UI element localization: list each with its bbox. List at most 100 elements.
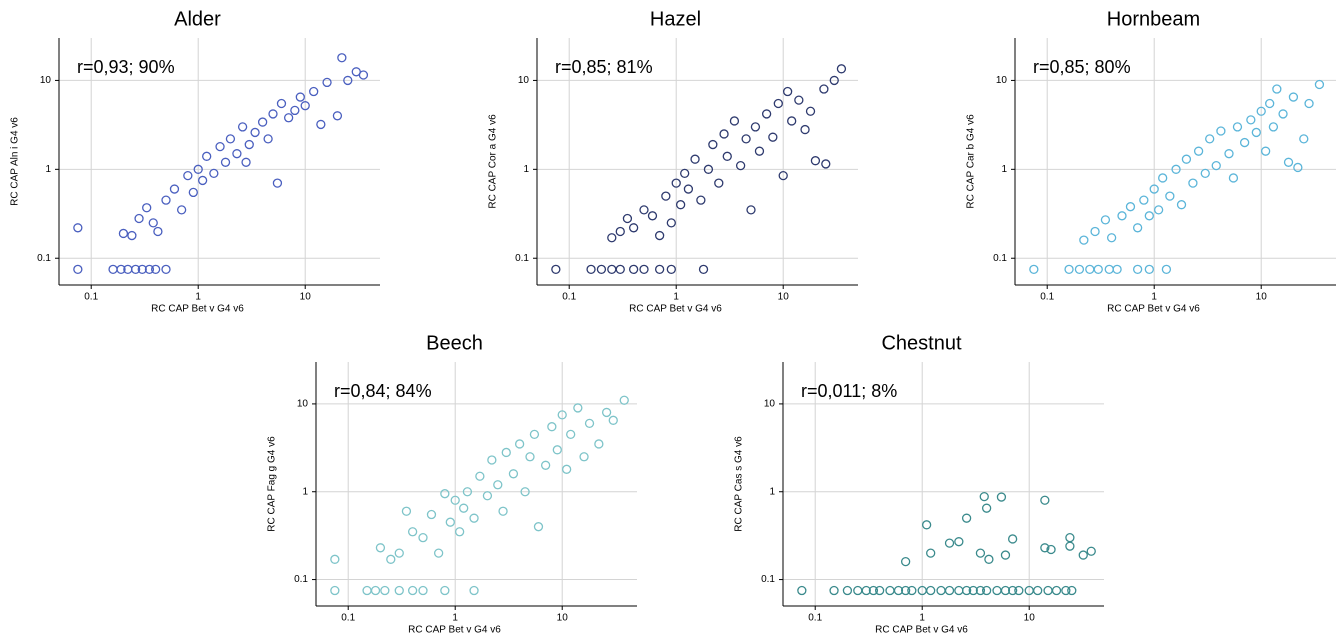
- x-axis-label: RC CAP Bet v G4 v6: [1107, 304, 1200, 315]
- point: [829, 75, 839, 86]
- point: [607, 264, 617, 274]
- x-tick-label: 10: [1024, 613, 1036, 624]
- point: [263, 134, 273, 144]
- y-tick-label: 0.1: [37, 253, 51, 264]
- point: [647, 211, 658, 221]
- point: [579, 452, 589, 462]
- x-axis-label: RC CAP Bet v G4 v6: [875, 625, 968, 636]
- point: [768, 132, 778, 142]
- y-axis-label: RC CAP Fag g G4 v6: [267, 436, 278, 532]
- point: [735, 160, 746, 171]
- point: [1176, 200, 1187, 210]
- point: [868, 585, 879, 596]
- chart-title: Chestnut: [881, 332, 961, 354]
- point: [981, 503, 992, 513]
- point: [1268, 122, 1279, 132]
- x-tick-label: 1: [673, 292, 679, 303]
- annotation: r=0,84; 84%: [334, 381, 432, 401]
- y-tick-label: 0.1: [993, 253, 1007, 264]
- point: [454, 527, 465, 537]
- point: [975, 585, 986, 596]
- point: [394, 548, 404, 558]
- point: [722, 151, 732, 161]
- point: [407, 585, 418, 596]
- point: [469, 585, 479, 596]
- point: [1293, 162, 1303, 173]
- point: [584, 418, 595, 429]
- point: [1043, 585, 1053, 596]
- x-tick-label: 0.1: [562, 292, 576, 303]
- annotation: r=0,011; 8%: [801, 381, 897, 401]
- point: [1000, 585, 1011, 596]
- annotation: r=0,85; 81%: [555, 57, 653, 77]
- point: [1106, 233, 1117, 243]
- point: [418, 585, 428, 596]
- point: [433, 548, 444, 558]
- point: [936, 585, 946, 596]
- point: [1144, 211, 1154, 221]
- point: [979, 491, 989, 502]
- point: [893, 585, 904, 596]
- point: [1093, 264, 1103, 274]
- point: [900, 556, 911, 567]
- point: [926, 548, 936, 558]
- point: [1288, 92, 1299, 102]
- y-tick-label: 0.1: [761, 574, 775, 585]
- point: [332, 111, 343, 121]
- point: [836, 64, 847, 74]
- point: [272, 178, 283, 188]
- point: [148, 218, 158, 228]
- point: [954, 537, 964, 547]
- point: [1211, 160, 1221, 171]
- point: [1000, 550, 1011, 560]
- point: [907, 585, 917, 596]
- point: [386, 554, 396, 564]
- point: [708, 139, 718, 150]
- point: [487, 455, 497, 465]
- point: [137, 264, 147, 274]
- point: [698, 264, 709, 274]
- point: [639, 264, 649, 274]
- point: [596, 264, 607, 274]
- point: [375, 543, 386, 553]
- point: [954, 585, 964, 596]
- point: [257, 117, 268, 127]
- point: [547, 422, 557, 432]
- point: [1216, 126, 1226, 136]
- point: [1065, 533, 1075, 543]
- point: [557, 410, 567, 420]
- point: [514, 439, 525, 449]
- point: [220, 157, 231, 167]
- point: [316, 119, 326, 130]
- point: [493, 480, 503, 490]
- point: [407, 527, 418, 537]
- point: [482, 491, 493, 501]
- point: [450, 495, 460, 505]
- point: [394, 585, 404, 596]
- point: [1314, 79, 1325, 90]
- point: [244, 139, 254, 150]
- point: [459, 503, 469, 513]
- point: [290, 105, 300, 116]
- point: [161, 195, 171, 205]
- point: [1117, 211, 1127, 221]
- point: [1171, 164, 1181, 174]
- point: [654, 264, 665, 274]
- x-tick-label: 10: [778, 292, 790, 303]
- point: [1014, 585, 1024, 596]
- point: [276, 98, 287, 109]
- point: [1228, 173, 1239, 183]
- point: [232, 149, 242, 159]
- point: [601, 407, 612, 418]
- y-tick-label: 10: [996, 75, 1008, 86]
- point: [782, 86, 793, 97]
- point: [268, 109, 278, 119]
- point: [322, 77, 332, 88]
- point: [295, 92, 305, 102]
- point: [241, 157, 251, 167]
- point: [498, 506, 508, 516]
- point: [1193, 146, 1204, 156]
- point: [680, 168, 690, 179]
- point: [1161, 264, 1172, 274]
